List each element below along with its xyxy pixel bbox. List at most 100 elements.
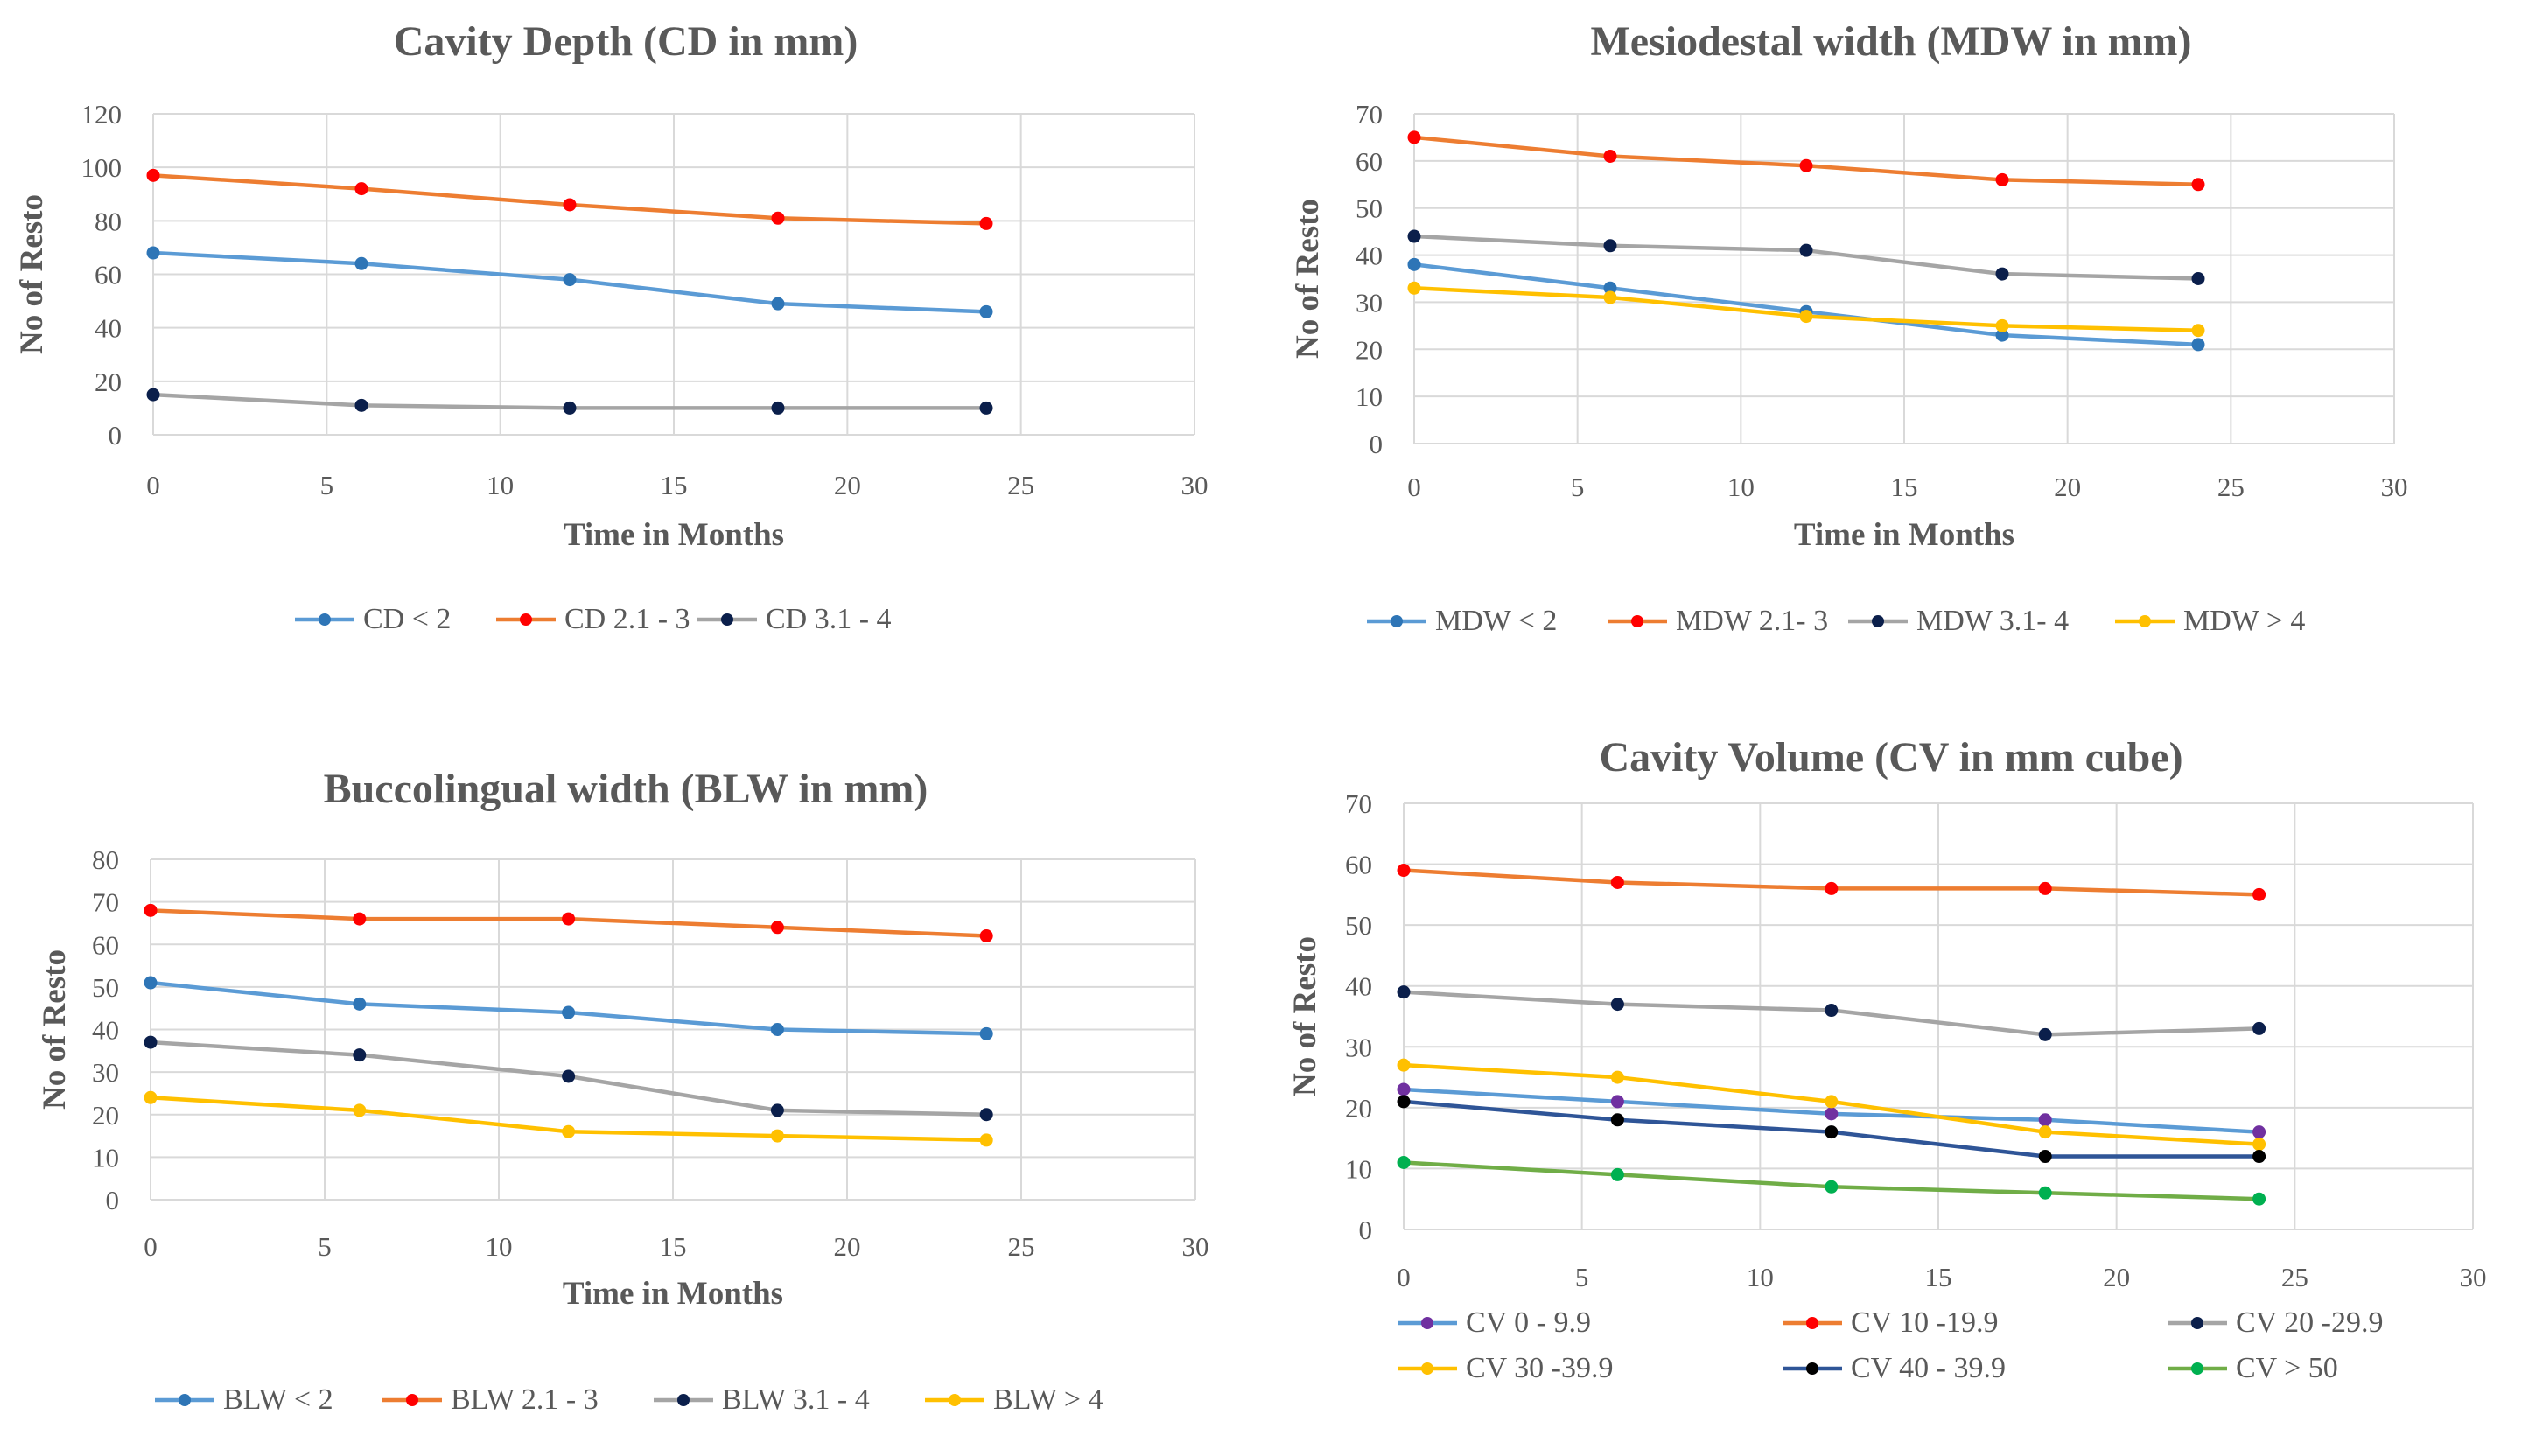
- plot-area: 0 10 20 30 40 50 60 70 0 5 10 15 20 25 30 Time in Month…: [1290, 99, 2408, 553]
- x-tick-label: 25: [2217, 472, 2245, 502]
- data-point: [1825, 1125, 1839, 1139]
- data-point: [1610, 998, 1624, 1012]
- y-tick-label: 80: [92, 844, 119, 875]
- data-point: [1397, 985, 1411, 999]
- chart-title: Mesiodestal width (MDW in mm): [1590, 18, 2192, 65]
- legend-marker-icon: [1367, 615, 1426, 627]
- y-tick-label: 10: [92, 1142, 119, 1172]
- x-tick-label: 0: [144, 1231, 158, 1262]
- y-tick-label: 50: [92, 972, 119, 1003]
- y-tick-label: 60: [92, 929, 119, 960]
- data-point: [770, 1129, 784, 1143]
- data-point: [144, 1090, 158, 1104]
- x-tick-label: 25: [1007, 470, 1034, 500]
- data-point: [1407, 257, 1421, 271]
- data-point: [2252, 1192, 2266, 1206]
- legend-marker-icon: [1783, 1362, 1842, 1375]
- data-point: [563, 401, 577, 415]
- y-tick-label: 0: [1359, 1214, 1373, 1245]
- plot-area: 0 10 20 30 40 50 60 70 80 0 5 10 15 20 25 30 Time in Mon…: [37, 844, 1209, 1312]
- x-tick-label: 15: [1925, 1262, 1952, 1292]
- legend-marker-icon: [1783, 1317, 1842, 1329]
- legend-item: CV > 50: [2166, 1351, 2338, 1386]
- data-point: [1799, 243, 1813, 257]
- legend-label: CV 20 -29.9: [2236, 1306, 2384, 1339]
- chart-title: Buccolingual width (BLW in mm): [323, 766, 928, 812]
- data-point: [144, 903, 158, 917]
- x-tick-label: 20: [834, 1231, 861, 1262]
- x-tick-label: 0: [1407, 472, 1421, 502]
- legend-item: BLW > 4: [923, 1382, 1103, 1418]
- legend-item: CV 30 -39.9: [1396, 1351, 1613, 1386]
- legend-label: MDW 3.1- 4: [1916, 605, 2070, 637]
- data-point: [770, 1023, 784, 1036]
- legend-item: CD 2.1 - 3: [494, 602, 690, 637]
- legend-marker-icon: [697, 613, 757, 626]
- legend-item: MDW > 4: [2113, 604, 2305, 639]
- data-point: [144, 976, 158, 990]
- legend-label: CV 40 - 39.9: [1851, 1352, 2006, 1384]
- y-tick-label: 100: [81, 152, 123, 183]
- data-point: [1995, 328, 2009, 342]
- y-tick-label: 50: [1345, 910, 1372, 941]
- data-point: [2038, 881, 2052, 895]
- legend-label: CD 2.1 - 3: [564, 603, 690, 635]
- data-point: [353, 1048, 367, 1062]
- data-point: [770, 920, 784, 934]
- chart-title: Cavity Depth (CD in mm): [393, 18, 858, 65]
- legend-marker-icon: [2168, 1317, 2227, 1329]
- y-tick-label: 70: [1356, 99, 1383, 130]
- data-point: [1610, 1070, 1624, 1084]
- x-tick-label: 20: [834, 470, 861, 500]
- x-tick-label: 25: [1008, 1231, 1035, 1262]
- y-tick-label: 60: [95, 260, 122, 290]
- chart-cavity-volume: Cavity Volume (CV in mm cube) 0 10 20 30 40 5…: [1260, 718, 2522, 1456]
- y-tick-label: 30: [1356, 287, 1383, 318]
- data-point: [1397, 1082, 1411, 1096]
- x-axis-label: Time in Months: [1794, 517, 2014, 553]
- data-point: [146, 388, 160, 402]
- legend-item: MDW 3.1- 4: [1846, 604, 2069, 639]
- x-tick-label: 5: [1571, 472, 1585, 502]
- data-point: [979, 1108, 993, 1122]
- data-point: [146, 168, 160, 182]
- x-tick-label: 20: [2054, 472, 2081, 502]
- x-tick-label: 20: [2103, 1262, 2130, 1292]
- x-tick-label: 0: [146, 470, 160, 500]
- data-point: [770, 1103, 784, 1117]
- legend-marker-icon: [2168, 1362, 2227, 1375]
- chart-cavity-depth: Cavity Depth (CD in mm) 0 20 40 60 80 100 120 0…: [0, 0, 1251, 665]
- x-tick-label: 5: [320, 470, 334, 500]
- data-point: [1397, 1058, 1411, 1072]
- data-point: [562, 1069, 576, 1083]
- legend-item: CV 40 - 39.9: [1781, 1351, 2006, 1386]
- y-tick-label: 0: [106, 1185, 120, 1215]
- x-tick-label: 30: [2460, 1262, 2487, 1292]
- legend-label: MDW < 2: [1435, 605, 1558, 637]
- data-point: [2038, 1150, 2052, 1164]
- legend-label: MDW 2.1- 3: [1676, 605, 1829, 637]
- x-tick-label: 15: [661, 470, 688, 500]
- data-point: [2252, 1150, 2266, 1164]
- data-point: [1603, 290, 1617, 304]
- data-point: [771, 297, 785, 311]
- data-point: [2252, 1021, 2266, 1035]
- chart-buccolingual-width: Buccolingual width (BLW in mm) 0 10 20 30 40…: [0, 718, 1251, 1456]
- data-point: [563, 198, 577, 212]
- data-point: [1995, 172, 2009, 186]
- data-point: [2252, 1125, 2266, 1139]
- x-axis-label: Time in Months: [564, 517, 784, 553]
- data-point: [562, 1124, 576, 1138]
- data-point: [2191, 338, 2205, 352]
- y-axis-label: No of Resto: [14, 194, 50, 354]
- data-point: [1610, 875, 1624, 889]
- data-point: [2252, 1138, 2266, 1152]
- legend-item: CV 10 -19.9: [1781, 1306, 1998, 1340]
- data-point: [562, 912, 576, 926]
- legend-marker-icon: [2115, 615, 2175, 627]
- data-point: [2038, 1027, 2052, 1041]
- data-point: [1603, 149, 1617, 163]
- data-point: [2038, 1113, 2052, 1127]
- data-point: [1825, 1107, 1839, 1121]
